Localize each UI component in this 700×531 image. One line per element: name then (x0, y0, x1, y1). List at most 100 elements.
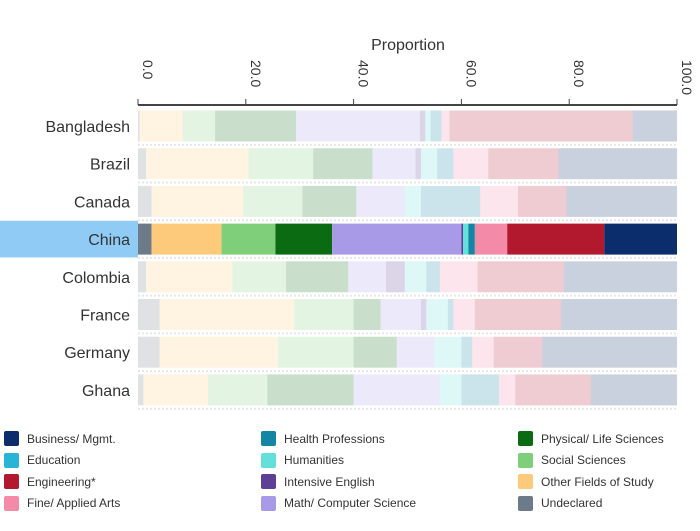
bar-segment[interactable] (542, 336, 677, 368)
legend-item[interactable]: Undeclared (518, 493, 696, 515)
bar-segment[interactable] (561, 299, 677, 330)
bar-segment[interactable] (461, 336, 473, 368)
bar-segment[interactable] (138, 299, 160, 330)
bar-segment[interactable] (426, 299, 448, 330)
bar-segment[interactable] (248, 148, 314, 180)
legend-item[interactable]: Engineering* (4, 471, 261, 493)
legend-item[interactable]: Health Professions (261, 428, 518, 450)
bar-segment[interactable] (453, 148, 489, 180)
bar-segment[interactable] (278, 336, 354, 368)
bar-segment[interactable] (151, 223, 222, 255)
bar-segment[interactable] (477, 261, 564, 293)
bar-segment[interactable] (441, 110, 450, 142)
bar-segment[interactable] (138, 336, 160, 368)
bar-segment[interactable] (566, 185, 677, 217)
category-label[interactable]: Canada (74, 194, 130, 211)
bar-segment[interactable] (420, 299, 427, 330)
bar-segment[interactable] (295, 110, 420, 142)
bar-segment[interactable] (138, 374, 144, 406)
bar-segment[interactable] (434, 336, 462, 368)
bar-segment[interactable] (138, 223, 152, 255)
bar-segment[interactable] (139, 110, 183, 142)
legend-item[interactable]: Education (4, 450, 261, 472)
bar-segment[interactable] (353, 374, 440, 406)
bar-segment[interactable] (507, 223, 605, 255)
bar-segment[interactable] (146, 261, 233, 293)
category-label[interactable]: China (88, 232, 130, 249)
bar-segment[interactable] (420, 185, 481, 217)
bar-segment[interactable] (499, 374, 516, 406)
legend-item[interactable]: Intensive English (261, 471, 518, 493)
bar-segment[interactable] (348, 261, 386, 293)
bar-segment[interactable] (232, 261, 287, 293)
category-label[interactable]: Bangladesh (45, 119, 130, 136)
bar-segment[interactable] (472, 336, 494, 368)
bar-segment[interactable] (447, 299, 454, 330)
bar-segment[interactable] (437, 148, 454, 180)
category-label[interactable]: Colombia (62, 270, 130, 287)
bar-segment[interactable] (332, 223, 462, 255)
bar-segment[interactable] (294, 299, 354, 330)
bar-segment[interactable] (385, 261, 405, 293)
bar-segment[interactable] (138, 148, 147, 180)
bar-segment[interactable] (449, 110, 633, 142)
bar-segment[interactable] (275, 223, 333, 255)
bar-segment[interactable] (151, 185, 244, 217)
legend-item[interactable]: Humanities (261, 450, 518, 472)
bar-segment[interactable] (208, 374, 268, 406)
category-label[interactable]: Germany (64, 345, 130, 362)
bar-segment[interactable] (404, 185, 421, 217)
bar-segment[interactable] (221, 223, 276, 255)
bar-segment[interactable] (430, 110, 442, 142)
bar-segment[interactable] (313, 148, 373, 180)
bar-segment[interactable] (302, 185, 357, 217)
legend-item[interactable]: Social Sciences (518, 450, 696, 472)
bar-segment[interactable] (488, 148, 559, 180)
bar-segment[interactable] (143, 374, 209, 406)
bar-segment[interactable] (380, 299, 421, 330)
bar-segment[interactable] (267, 374, 354, 406)
bar-segment[interactable] (563, 261, 677, 293)
bar-segment[interactable] (146, 148, 249, 180)
bar-segment[interactable] (353, 336, 397, 368)
bar-segment[interactable] (426, 261, 440, 293)
bar-segment[interactable] (439, 374, 462, 406)
bar-segment[interactable] (468, 223, 475, 255)
bar-segment[interactable] (425, 110, 431, 142)
bar-segment[interactable] (159, 336, 279, 368)
bar-segment[interactable] (159, 299, 295, 330)
bar-segment[interactable] (439, 261, 478, 293)
bar-segment[interactable] (419, 110, 426, 142)
bar-segment[interactable] (632, 110, 677, 142)
legend-item[interactable]: Physical/ Life Sciences (518, 428, 696, 450)
bar-segment[interactable] (420, 148, 438, 180)
category-label[interactable]: Brazil (90, 157, 130, 174)
legend-item[interactable]: Other Fields of Study (518, 471, 696, 493)
bar-segment[interactable] (493, 336, 543, 368)
category-label[interactable]: France (80, 308, 130, 325)
bar-segment[interactable] (463, 223, 469, 255)
bar-segment[interactable] (453, 299, 475, 330)
bar-segment[interactable] (480, 185, 518, 217)
bar-segment[interactable] (138, 261, 147, 293)
bar-segment[interactable] (461, 223, 464, 255)
bar-segment[interactable] (558, 148, 677, 180)
bar-segment[interactable] (517, 185, 567, 217)
bar-segment[interactable] (182, 110, 216, 142)
legend-item[interactable]: Math/ Computer Science (261, 493, 518, 515)
bar-segment[interactable] (215, 110, 296, 142)
bar-segment[interactable] (404, 261, 427, 293)
bar-segment[interactable] (286, 261, 349, 293)
bar-segment[interactable] (372, 148, 416, 180)
bar-segment[interactable] (415, 148, 421, 180)
bar-segment[interactable] (138, 185, 152, 217)
bar-segment[interactable] (138, 110, 140, 142)
bar-segment[interactable] (396, 336, 435, 368)
legend-item[interactable]: Fine/ Applied Arts (4, 493, 261, 515)
bar-segment[interactable] (243, 185, 303, 217)
category-label[interactable]: Ghana (82, 383, 130, 400)
bar-segment[interactable] (590, 374, 677, 406)
bar-segment[interactable] (461, 374, 500, 406)
bar-segment[interactable] (515, 374, 591, 406)
bar-segment[interactable] (604, 223, 677, 255)
